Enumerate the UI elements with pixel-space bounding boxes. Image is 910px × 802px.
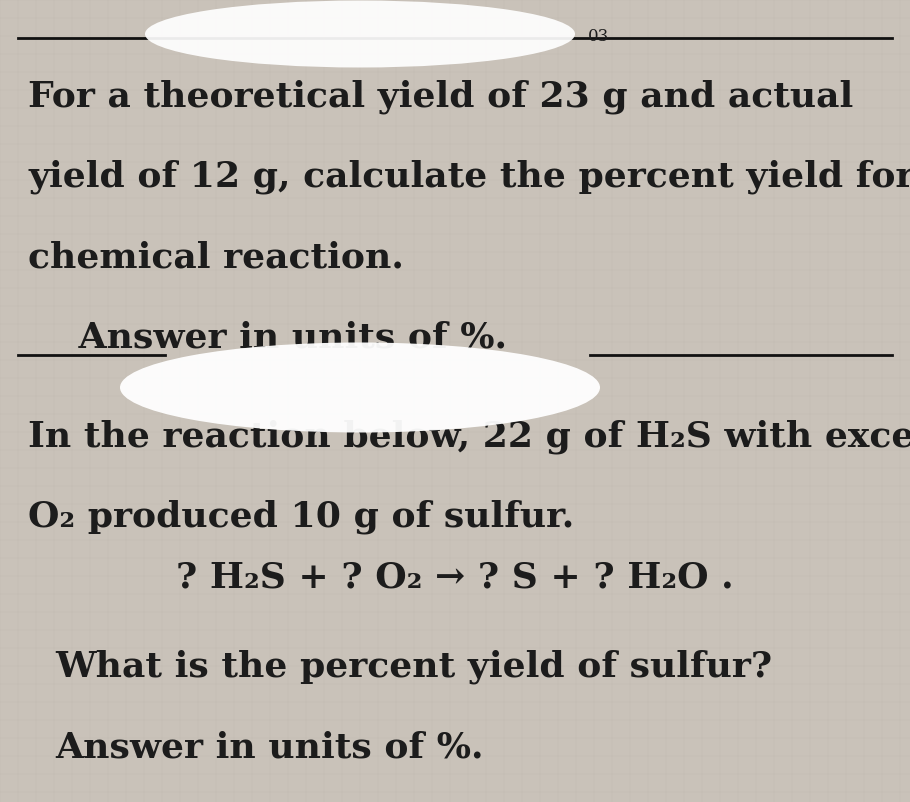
Text: O₂ produced 10 g of sulfur.: O₂ produced 10 g of sulfur.	[28, 500, 574, 534]
Text: In the reaction below, 22 g of H₂S with excess: In the reaction below, 22 g of H₂S with …	[28, 420, 910, 455]
Ellipse shape	[145, 1, 575, 67]
Text: 03: 03	[588, 28, 610, 45]
Ellipse shape	[120, 342, 600, 432]
Text: Answer in units of %.: Answer in units of %.	[28, 320, 507, 354]
Text: What is the percent yield of sulfur?: What is the percent yield of sulfur?	[55, 650, 772, 684]
Text: Answer in units of %.: Answer in units of %.	[55, 730, 483, 764]
Text: For a theoretical yield of 23 g and actual: For a theoretical yield of 23 g and actu…	[28, 80, 854, 115]
Text: ? H₂S + ? O₂ → ? S + ? H₂O .: ? H₂S + ? O₂ → ? S + ? H₂O .	[177, 560, 733, 594]
Text: chemical reaction.: chemical reaction.	[28, 240, 404, 274]
Text: yield of 12 g, calculate the percent yield for a: yield of 12 g, calculate the percent yie…	[28, 160, 910, 195]
